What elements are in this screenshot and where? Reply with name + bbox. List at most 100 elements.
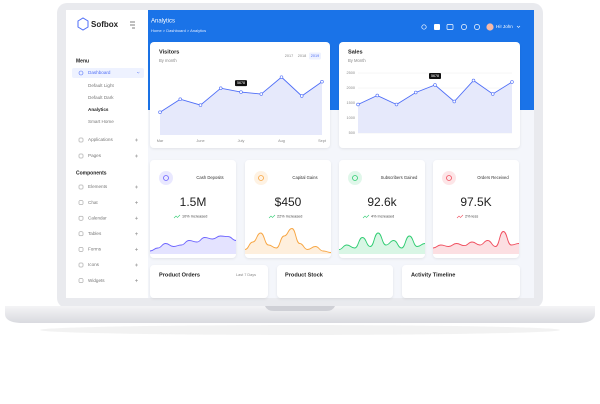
notifications[interactable] [461,24,467,30]
breadcrumb: Home > Dashboard > Analytics [151,28,206,33]
components-heading: Components [76,170,107,176]
nav-item[interactable]: Tables [88,231,102,236]
stat-change: 4% Increased [371,215,394,219]
nav-icon [78,215,84,221]
menu-toggle[interactable] [130,21,135,29]
card-title: Sales [348,49,363,55]
y-tick-label: 1000 [347,116,355,120]
card-title: Product Orders [159,272,200,278]
stat-icon [159,171,173,185]
y-tick-label: 2500 [347,71,355,75]
card-title: Product Stock [285,272,324,278]
calendar[interactable] [434,24,440,30]
point [394,102,399,107]
search[interactable] [421,24,427,30]
point [452,99,456,104]
tab[interactable]: 2018 [298,54,306,58]
spark-line [149,235,237,252]
caret [136,71,140,74]
tooltip [429,73,441,79]
expand [135,232,138,236]
x-tick-label: June [196,139,204,143]
nav-item[interactable]: Pages [88,153,102,158]
user-name[interactable]: Hi! John [496,24,513,29]
card-title: Activity Timeline [411,272,455,278]
tooltip-text: 5678 [237,81,245,85]
point [259,92,263,96]
point [433,83,437,87]
tooltip-text: 5678 [431,74,439,78]
tab[interactable]: 2019 [311,54,319,58]
stat-icon [348,171,362,185]
y-tick-label: 2000 [347,86,355,90]
point [219,86,223,90]
spark-area [433,231,519,254]
stat-value: 97.5K [460,195,491,209]
expand [135,185,138,189]
stat-value: 92.6k [367,195,397,209]
stat-card [433,160,519,258]
x-tick-label: Aug [278,139,285,143]
stat-label: Capital Gains [292,175,317,180]
point [300,94,304,98]
shadow [40,325,560,335]
logo-icon [77,17,89,31]
point [320,79,324,84]
nav-item[interactable]: Applications [88,137,113,142]
point [510,80,514,84]
point [198,103,203,107]
spark-area [150,236,236,254]
stat-card [245,160,331,258]
stat-icon-glyph [352,175,358,181]
nav-item[interactable]: Calendar [88,215,107,220]
stat-label: Cash Deposits [196,175,223,180]
stock-card [277,265,393,298]
stat-change: 22% Increased [277,215,302,219]
stat-label: Subscribers Gained [381,175,418,180]
timeline-card [402,265,520,298]
nav-item[interactable]: Icons [88,262,100,267]
expand [135,216,138,220]
sub-nav-item[interactable]: Analytics [88,107,109,112]
avatar[interactable] [486,23,494,31]
nav-icon [78,184,84,190]
tab[interactable]: 2017 [285,54,293,58]
filter-select[interactable]: Last 7 Days [236,273,256,277]
stat-label: Orders Received [477,175,509,180]
laptop-base [5,306,595,323]
point [491,92,495,96]
nav-icon [78,70,84,76]
laptop-notch [265,306,335,311]
trend-icon [456,214,464,219]
stat-card [339,160,425,258]
nav-item[interactable]: Chat [88,200,98,205]
sub-nav-item[interactable]: Smart Home [88,119,114,124]
trend-icon [173,214,181,219]
sidebar [66,10,148,298]
nav-item[interactable]: Dashboard [88,70,111,75]
tooltip [235,80,247,87]
header-icons [421,24,480,30]
active-item [72,68,144,78]
expand [135,201,138,205]
nav-icon [78,262,84,268]
nav-item[interactable]: Elements [88,184,108,189]
sub-nav-item[interactable]: Default Light [88,83,115,88]
spark-area [339,233,425,254]
nav-item[interactable]: Forms [88,247,102,252]
point [414,90,418,95]
spark-area [245,228,331,254]
area [160,77,322,135]
nav-icon [78,247,84,252]
sub-nav-item[interactable]: Default Dark [88,95,114,100]
stat-card [150,160,236,258]
expand [135,263,138,267]
cart[interactable] [446,24,454,30]
nav-item[interactable]: Widgets [88,278,105,283]
point [375,93,379,98]
settings[interactable] [474,24,480,30]
spark-line [338,232,426,250]
trend-icon [268,214,276,219]
stat-value: 1.5M [180,195,207,209]
